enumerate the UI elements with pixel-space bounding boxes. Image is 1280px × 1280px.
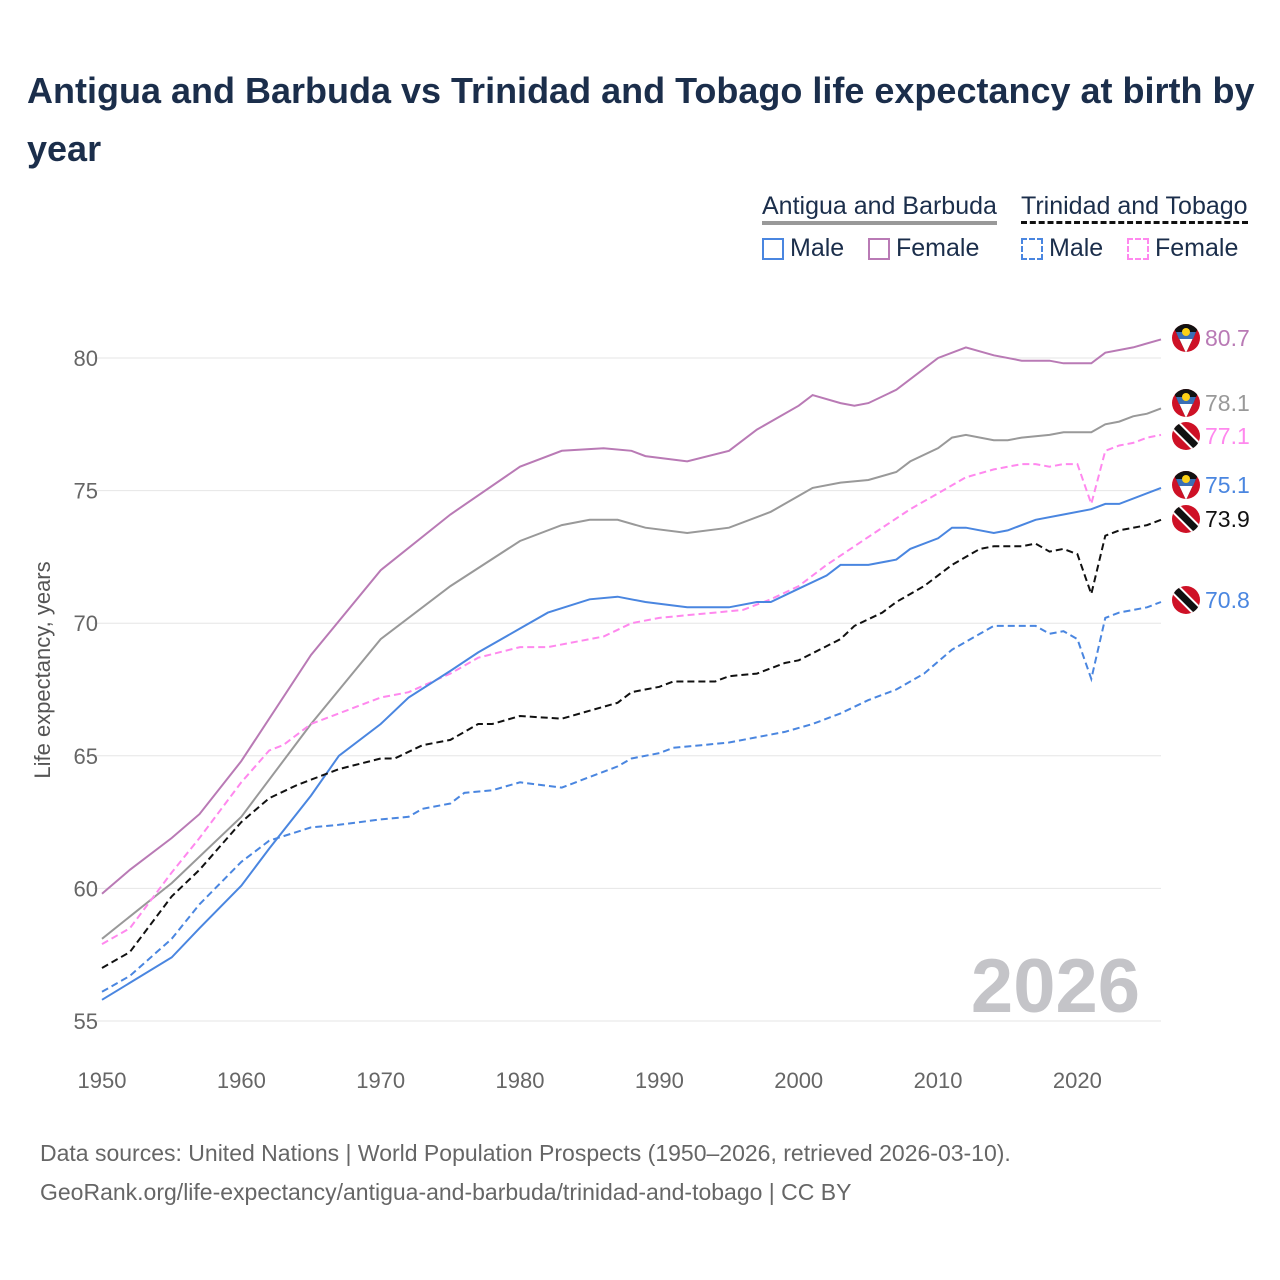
legend-swatch (1127, 237, 1149, 260)
legend-swatch (762, 237, 784, 260)
flag-tt-icon (1172, 586, 1200, 614)
series-line-antigua-and-barbuda-female (101, 338, 1162, 895)
y-tick-label: 55 (74, 1009, 98, 1034)
flag-body (1172, 586, 1200, 614)
end-value-label: 70.8 (1205, 587, 1250, 613)
end-value-label: 77.1 (1205, 423, 1250, 449)
flag-body (1172, 389, 1200, 417)
flag-body (1172, 324, 1200, 352)
flag-white (1178, 483, 1194, 499)
flag-white (1178, 401, 1194, 417)
flag-white (1178, 336, 1194, 352)
series-line-antigua-and-barbuda-total (101, 407, 1162, 940)
flag-body (1172, 505, 1200, 533)
x-tick-label: 1960 (217, 1068, 266, 1093)
flag-body (1172, 471, 1200, 499)
year-watermark: 2026 (971, 944, 1140, 1029)
series-line-trinidad-and-tobago-total (101, 518, 1162, 969)
x-tick-label: 1970 (356, 1068, 405, 1093)
footer-sources: Data sources: United Nations | World Pop… (40, 1140, 1011, 1166)
legend-group-antigua: Antigua and Barbuda (762, 192, 997, 225)
legend-swatch (1021, 237, 1043, 260)
x-tick-label: 1990 (635, 1068, 684, 1093)
x-tick-label: 1980 (496, 1068, 545, 1093)
legend-group-label: Trinidad and Tobago (1021, 192, 1248, 220)
flag-tt-icon (1172, 505, 1200, 533)
legend-swatch (868, 237, 890, 260)
series-line-trinidad-and-tobago-male (101, 601, 1162, 993)
legend-label: Male (790, 234, 845, 262)
flag-ag-icon (1172, 389, 1200, 417)
x-tick-label: 2000 (774, 1068, 823, 1093)
flag-sun (1182, 393, 1190, 401)
flag-sun (1182, 475, 1190, 483)
series-line-antigua-and-barbuda-male (101, 486, 1162, 1001)
series-line-trinidad-and-tobago-female (101, 433, 1162, 945)
footer-link[interactable]: GeoRank.org/life-expectancy/antigua-and-… (40, 1179, 852, 1205)
legend-group-label: Antigua and Barbuda (762, 192, 997, 220)
flag-body (1172, 422, 1200, 450)
legend-group-trinidad: Trinidad and Tobago (1021, 192, 1248, 224)
y-tick-label: 65 (74, 744, 98, 769)
end-value-label: 78.1 (1205, 390, 1250, 416)
end-value-label: 75.1 (1205, 472, 1250, 498)
end-value-label: 80.7 (1205, 325, 1250, 351)
end-value-label: 73.9 (1205, 506, 1250, 532)
legend-label: Female (1155, 234, 1239, 262)
legend-item-ag-male[interactable]: Male (762, 234, 844, 263)
footer: Data sources: United Nations | World Pop… (40, 1134, 1011, 1212)
y-tick-label: 70 (74, 611, 98, 636)
y-axis-label: Life expectancy, years (30, 561, 55, 778)
flag-ag-icon (1172, 324, 1200, 352)
x-tick-label: 2010 (914, 1068, 963, 1093)
x-tick-label: 2020 (1053, 1068, 1102, 1093)
legend-label: Female (896, 234, 980, 262)
x-tick-label: 1950 (78, 1068, 127, 1093)
legend-label: Male (1049, 234, 1104, 262)
flag-tt-icon (1172, 422, 1200, 450)
legend-item-ag-female[interactable]: Female (868, 234, 979, 263)
y-tick-label: 80 (74, 346, 98, 371)
y-tick-label: 60 (74, 876, 98, 901)
y-tick-label: 75 (74, 479, 98, 504)
legend-item-tt-female[interactable]: Female (1127, 234, 1238, 263)
chart-title: Antigua and Barbuda vs Trinidad and Toba… (27, 70, 1255, 169)
legend-item-tt-male[interactable]: Male (1021, 234, 1103, 263)
flag-sun (1182, 328, 1190, 336)
flag-ag-icon (1172, 471, 1200, 499)
